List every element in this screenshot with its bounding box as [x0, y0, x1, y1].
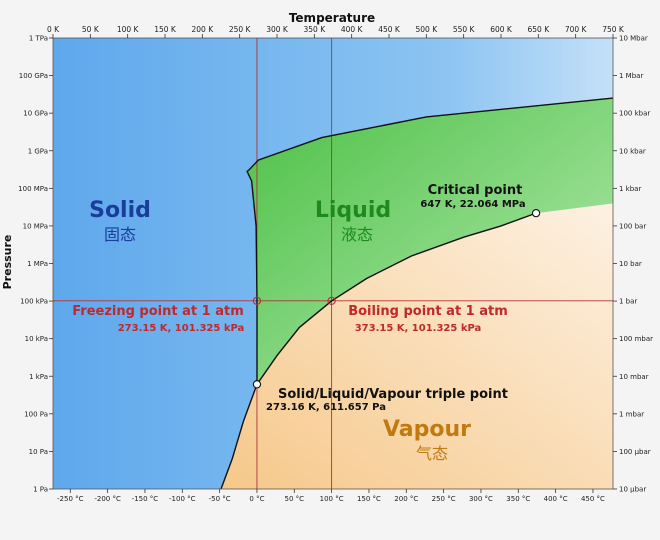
top-tick-label: 200 K [192, 25, 215, 34]
solid-label: Solid [89, 198, 151, 223]
right-tick-label: 1 kbar [619, 185, 641, 193]
sublimation-curve [220, 384, 258, 490]
right-tick-label: 100 kbar [619, 110, 650, 118]
point-markers [252, 208, 541, 389]
right-tick-label: 1 bar [619, 298, 637, 306]
liquid-label-zh: 液态 [341, 225, 373, 244]
top-tick-label: 400 K [341, 25, 364, 34]
top-tick-label: 300 K [266, 25, 289, 34]
vapour-label-zh: 气态 [416, 444, 448, 463]
bottom-tick-label: -100 °C [169, 495, 196, 503]
bottom-tick-label: -50 °C [209, 495, 231, 503]
right-tick-label: 10 kbar [619, 147, 646, 155]
top-tick-label: 750 K [602, 25, 625, 34]
right-tick-label: 1 Mbar [619, 72, 643, 80]
bottom-tick-label: 50 °C [285, 495, 305, 503]
top-tick-label: 0 K [47, 25, 60, 34]
top-tick-label: 450 K [378, 25, 401, 34]
vapour-region [221, 203, 613, 489]
top-tick-label: 250 K [229, 25, 252, 34]
left-tick-label: 10 kPa [25, 335, 48, 343]
right-tick-label: 100 µbar [619, 448, 651, 456]
right-tick-label: 10 Mbar [619, 35, 648, 43]
triple-point-label: Solid/Liquid/Vapour triple point [278, 387, 508, 402]
right-axis: 10 Mbar 1 Mbar 100 kbar 10 kbar 1 kbar 100 ba… [613, 35, 653, 494]
left-tick-label: 100 GPa [19, 72, 48, 80]
bottom-tick-label: -150 °C [132, 495, 159, 503]
triple-point-value: 273.16 K, 611.657 Pa [266, 402, 386, 413]
point-marker-3 [252, 380, 262, 389]
boiling-point-value: 373.15 K, 101.325 kPa [355, 323, 482, 334]
point-marker-2 [327, 296, 336, 306]
left-tick-label: 10 MPa [23, 222, 48, 230]
left-tick-label: 100 kPa [20, 298, 48, 306]
left-tick-label: 1 TPa [29, 35, 48, 43]
bottom-tick-label: -200 °C [94, 495, 121, 503]
liquid-label: Liquid [315, 198, 391, 223]
left-axis: 1 TPa 100 GPa 10 GPa 1 GPa 100 MPa 10 MPa 1 MP… [18, 35, 53, 494]
bottom-tick-label: 250 °C [432, 495, 456, 503]
liquid-region [247, 98, 613, 385]
critical-point-label: Critical point [428, 183, 523, 198]
top-tick-label: 50 K [82, 25, 100, 34]
critical-point-value: 647 K, 22.064 MPa [420, 199, 525, 210]
bottom-tick-label: 450 °C [581, 495, 605, 503]
left-tick-label: 1 GPa [28, 147, 48, 155]
left-axis-title: Pressure [1, 235, 14, 290]
bottom-tick-label: 200 °C [394, 495, 418, 503]
bottom-tick-label: 0 °C [249, 495, 264, 503]
plot-regions [53, 38, 613, 489]
left-tick-label: 100 MPa [18, 185, 48, 193]
right-tick-label: 100 bar [619, 222, 646, 230]
top-axis: 0 K 50 K 100 K 150 K 200 K 250 K 300 K 350 K 400… [47, 25, 625, 38]
top-tick-label: 550 K [453, 25, 476, 34]
boiling-point-label: Boiling point at 1 atm [348, 304, 508, 319]
melting-curve [246, 97, 614, 385]
vaporization-curve [256, 212, 537, 385]
top-tick-label: 700 K [565, 25, 588, 34]
vapour-label: Vapour [383, 417, 471, 442]
top-tick-label: 600 K [490, 25, 513, 34]
left-tick-label: 100 Pa [24, 410, 48, 418]
left-tick-label: 1 Pa [33, 486, 48, 494]
left-tick-label: 10 GPa [23, 110, 48, 118]
left-tick-label: 1 kPa [29, 373, 48, 381]
left-tick-label: 1 MPa [27, 260, 48, 268]
bottom-tick-label: -250 °C [57, 495, 84, 503]
top-tick-label: 500 K [416, 25, 439, 34]
bottom-tick-label: 350 °C [506, 495, 530, 503]
left-tick-label: 10 Pa [29, 448, 48, 456]
bottom-tick-label: 400 °C [544, 495, 568, 503]
top-tick-label: 650 K [528, 25, 551, 34]
right-tick-label: 100 mbar [619, 335, 653, 343]
top-tick-label: 100 K [117, 25, 140, 34]
bottom-axis: -250 °C -200 °C -150 °C -100 °C -50 °C 0 °C 50… [57, 489, 605, 503]
point-marker-1 [252, 296, 262, 306]
right-tick-label: 10 mbar [619, 373, 649, 381]
phase-boundary-curves [220, 97, 614, 490]
right-tick-label: 10 µbar [619, 486, 646, 494]
top-tick-label: 350 K [304, 25, 327, 34]
bottom-tick-label: 100 °C [320, 495, 344, 503]
right-tick-label: 1 mbar [619, 410, 644, 418]
top-axis-title: Temperature [289, 11, 375, 25]
solid-label-zh: 固态 [104, 225, 136, 244]
bottom-tick-label: 150 °C [357, 495, 381, 503]
right-tick-label: 10 bar [619, 260, 642, 268]
freezing-point-value: 273.15 K, 101.325 kPa [118, 323, 245, 334]
top-tick-label: 150 K [154, 25, 177, 34]
point-marker-0 [531, 208, 541, 218]
bottom-tick-label: 300 °C [469, 495, 493, 503]
freezing-point-label: Freezing point at 1 atm [72, 304, 244, 319]
